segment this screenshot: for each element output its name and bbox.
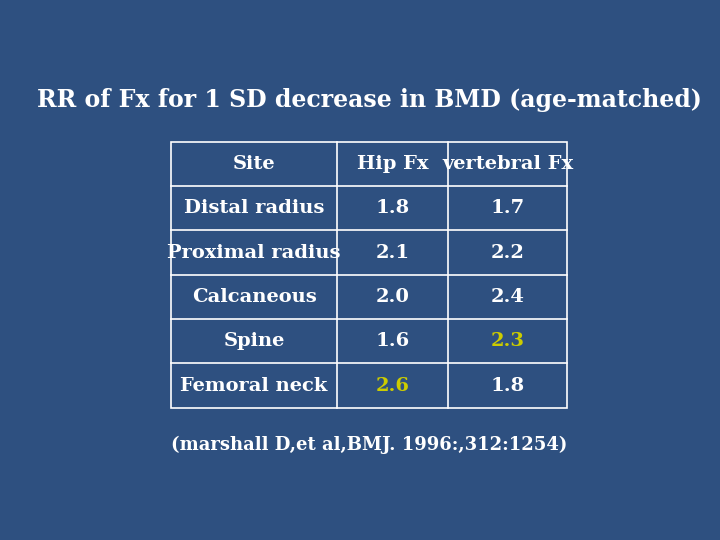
Text: 2.4: 2.4 [491, 288, 525, 306]
Text: 2.1: 2.1 [376, 244, 410, 261]
Text: 1.8: 1.8 [376, 199, 410, 217]
Text: Hip Fx: Hip Fx [357, 155, 428, 173]
Text: Femoral neck: Femoral neck [181, 377, 328, 395]
Text: 2.0: 2.0 [376, 288, 410, 306]
Text: 2.2: 2.2 [491, 244, 525, 261]
Text: 1.8: 1.8 [490, 377, 525, 395]
Text: RR of Fx for 1 SD decrease in BMD (age-matched): RR of Fx for 1 SD decrease in BMD (age-m… [37, 87, 701, 112]
Text: 1.7: 1.7 [490, 199, 525, 217]
Text: 1.6: 1.6 [376, 332, 410, 350]
Text: vertebral Fx: vertebral Fx [442, 155, 573, 173]
Text: Proximal radius: Proximal radius [167, 244, 341, 261]
Text: (marshall D,et al,BMJ. 1996:,312:1254): (marshall D,et al,BMJ. 1996:,312:1254) [171, 436, 567, 454]
Text: Spine: Spine [223, 332, 285, 350]
Text: Distal radius: Distal radius [184, 199, 324, 217]
Text: Calcaneous: Calcaneous [192, 288, 317, 306]
Text: 2.3: 2.3 [490, 332, 525, 350]
Text: Site: Site [233, 155, 276, 173]
Text: 2.6: 2.6 [376, 377, 410, 395]
